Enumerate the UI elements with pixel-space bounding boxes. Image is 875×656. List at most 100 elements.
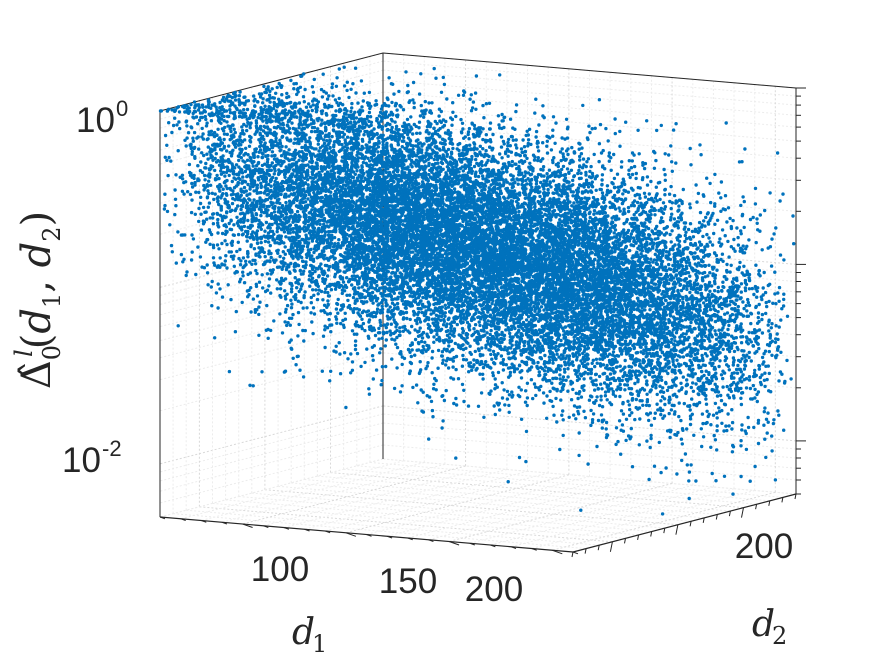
- data-point: [334, 307, 339, 311]
- x-grid-line: [317, 475, 731, 512]
- data-point: [342, 65, 346, 69]
- data-point: [591, 358, 595, 362]
- data-point: [444, 388, 448, 393]
- z-grid-line: [159, 299, 384, 359]
- data-point: [618, 382, 622, 387]
- data-point: [615, 388, 619, 392]
- data-point: [680, 458, 684, 463]
- data-point: [581, 249, 585, 254]
- data-point: [779, 318, 783, 322]
- data-point: [508, 341, 512, 345]
- z-grid-line: [159, 79, 384, 139]
- data-point: [745, 309, 749, 313]
- z-grid-line: [382, 122, 797, 159]
- data-point: [571, 178, 575, 183]
- z-grid-line: [159, 91, 384, 151]
- data-point: [538, 194, 542, 199]
- y-grid-line: [531, 490, 755, 549]
- data-point: [394, 325, 398, 329]
- data-point: [593, 252, 598, 257]
- data-point: [230, 201, 235, 206]
- data-point: [345, 88, 349, 93]
- x-grid-line: [278, 485, 692, 522]
- data-point: [634, 176, 638, 181]
- data-point: [474, 368, 478, 372]
- data-point: [248, 187, 252, 191]
- data-point: [174, 261, 178, 265]
- data-point: [311, 288, 315, 292]
- data-point: [742, 367, 747, 371]
- data-point: [474, 74, 479, 78]
- y-grid-line: [407, 479, 631, 539]
- y-grid-line: [428, 481, 652, 541]
- data-point: [311, 331, 315, 336]
- y-grid-line: [469, 484, 693, 544]
- data-point: [401, 108, 406, 112]
- data-point: [319, 309, 323, 313]
- data-point: [260, 370, 264, 374]
- data-point: [690, 397, 694, 401]
- data-point: [445, 97, 449, 101]
- y-grid-line: [325, 472, 549, 532]
- data-point: [357, 276, 362, 280]
- data-point: [196, 245, 200, 249]
- data-point: [398, 330, 402, 334]
- data-point: [216, 127, 220, 131]
- data-point: [675, 395, 679, 399]
- data-point: [395, 301, 400, 306]
- data-point: [549, 148, 554, 152]
- data-point: [275, 287, 279, 291]
- data-point: [689, 463, 693, 467]
- data-point: [488, 332, 492, 337]
- data-point: [566, 375, 570, 379]
- data-point: [680, 442, 684, 446]
- data-point: [668, 199, 672, 204]
- data-point: [543, 365, 548, 369]
- data-point: [470, 368, 474, 372]
- data-point: [647, 192, 651, 196]
- data-point: [503, 403, 507, 407]
- data-point: [389, 322, 393, 326]
- z-grid-line: [159, 175, 384, 235]
- data-point: [730, 408, 734, 412]
- data-point: [755, 399, 759, 404]
- data-point: [294, 226, 298, 230]
- data-point: [430, 134, 434, 138]
- data-point: [595, 395, 599, 399]
- data-point: [663, 402, 667, 407]
- data-point: [378, 318, 382, 323]
- data-point: [688, 274, 692, 278]
- data-point: [744, 447, 749, 452]
- z-grid-line: [159, 228, 384, 288]
- data-point: [265, 272, 270, 276]
- y-grid-line: [490, 486, 714, 546]
- data-point: [454, 396, 458, 401]
- data-point: [721, 369, 725, 373]
- data-point: [402, 295, 406, 299]
- z-grid-line: [159, 321, 384, 381]
- data-point: [604, 420, 609, 425]
- data-point: [597, 159, 601, 164]
- z-grid-line: [382, 60, 797, 97]
- data-point: [685, 378, 689, 382]
- data-point: [508, 117, 513, 121]
- data-point: [261, 101, 265, 105]
- data-point: [421, 390, 425, 394]
- data-point: [373, 252, 378, 256]
- data-point: [287, 148, 291, 152]
- data-point: [670, 212, 674, 216]
- data-point: [649, 436, 653, 441]
- data-point: [342, 84, 347, 88]
- data-point: [507, 410, 511, 414]
- data-point: [660, 277, 665, 281]
- data-point: [707, 236, 711, 240]
- data-point: [225, 149, 229, 153]
- data-point: [598, 357, 602, 361]
- data-point: [688, 206, 692, 210]
- x-grid-line: [369, 461, 783, 498]
- data-point: [658, 197, 662, 202]
- data-point: [685, 463, 689, 467]
- data-point: [760, 317, 764, 322]
- data-point: [311, 103, 315, 107]
- data-point: [228, 108, 232, 112]
